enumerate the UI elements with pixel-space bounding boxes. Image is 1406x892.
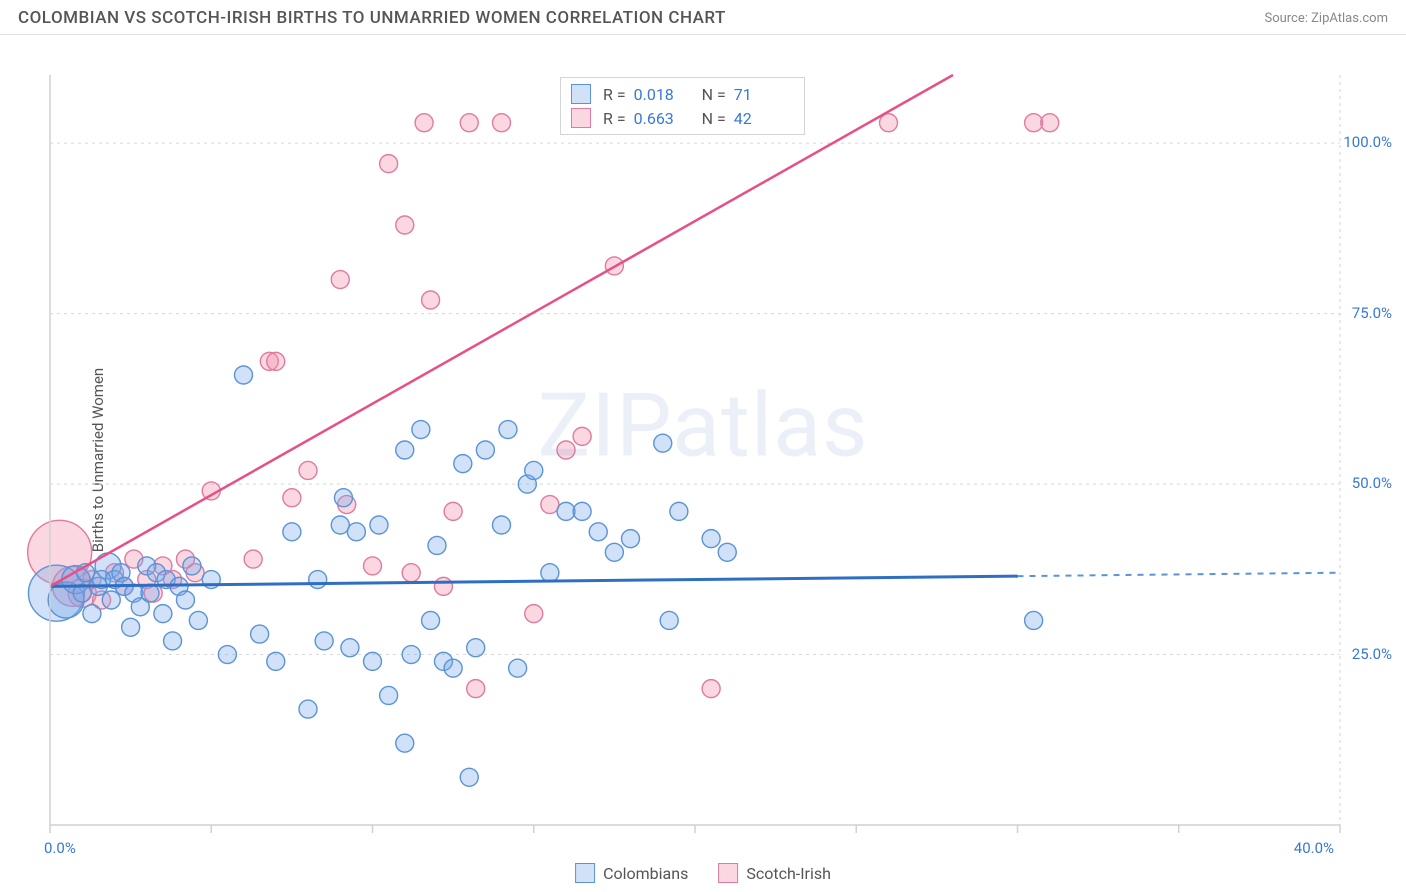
tick-label: 0.0% [44, 839, 76, 857]
chart-area: Births to Unmarried Women ZIPatlas R = 0… [0, 35, 1406, 885]
stat-n-label: N = [702, 85, 726, 104]
stats-row-scotch-irish: R = 0.663 N = 42 [571, 106, 790, 130]
chart-header: COLOMBIAN VS SCOTCH-IRISH BIRTHS TO UNMA… [0, 0, 1406, 35]
legend-item-colombians: Colombians [575, 863, 688, 883]
stat-r-value-scotch-irish: 0.663 [634, 109, 680, 128]
legend-label-colombians: Colombians [603, 864, 688, 883]
chart-source: Source: ZipAtlas.com [1264, 11, 1388, 26]
tick-label: 40.0% [1294, 839, 1334, 857]
tick-label: 25.0% [1352, 645, 1392, 663]
swatch-scotch-irish [571, 108, 591, 128]
stats-box: R = 0.018 N = 71 R = 0.663 N = 42 [560, 77, 805, 135]
stat-n-label: N = [702, 109, 726, 128]
tick-label: 75.0% [1352, 304, 1392, 322]
legend-item-scotch-irish: Scotch-Irish [718, 863, 831, 883]
chart-title: COLOMBIAN VS SCOTCH-IRISH BIRTHS TO UNMA… [18, 8, 726, 28]
stat-r-label: R = [603, 85, 626, 104]
chart-container: COLOMBIAN VS SCOTCH-IRISH BIRTHS TO UNMA… [0, 0, 1406, 892]
bottom-legend: Colombians Scotch-Irish [575, 863, 831, 883]
tick-label: 50.0% [1352, 474, 1392, 492]
tick-label: 100.0% [1343, 133, 1392, 151]
stat-r-label: R = [603, 109, 626, 128]
swatch-colombians [571, 84, 591, 104]
stat-n-value-scotch-irish: 42 [734, 109, 780, 128]
swatch-scotch-irish [718, 863, 738, 883]
legend-label-scotch-irish: Scotch-Irish [746, 864, 831, 883]
chart-svg [0, 35, 1406, 885]
stats-row-colombians: R = 0.018 N = 71 [571, 82, 790, 106]
stat-r-value-colombians: 0.018 [634, 85, 680, 104]
swatch-colombians [575, 863, 595, 883]
stat-n-value-colombians: 71 [734, 85, 780, 104]
